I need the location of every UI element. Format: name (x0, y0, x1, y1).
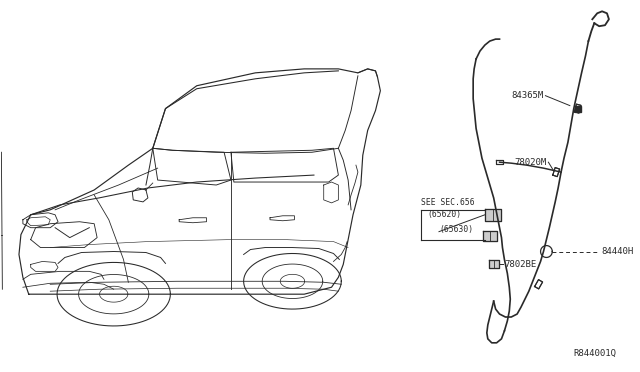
Polygon shape (483, 231, 497, 241)
Text: R844001Q: R844001Q (573, 349, 617, 358)
Text: 84365M: 84365M (511, 91, 543, 100)
Text: (65630): (65630) (439, 225, 473, 234)
Text: (65620): (65620) (428, 210, 461, 219)
Polygon shape (534, 280, 543, 289)
Polygon shape (574, 104, 581, 113)
Text: SEE SEC.656: SEE SEC.656 (421, 198, 475, 207)
Text: 84440H: 84440H (601, 247, 634, 256)
Text: 7802BE: 7802BE (504, 260, 537, 269)
Polygon shape (485, 209, 500, 221)
Text: 78020M: 78020M (514, 158, 547, 167)
Polygon shape (553, 168, 559, 177)
Polygon shape (489, 260, 499, 268)
Polygon shape (496, 160, 503, 164)
